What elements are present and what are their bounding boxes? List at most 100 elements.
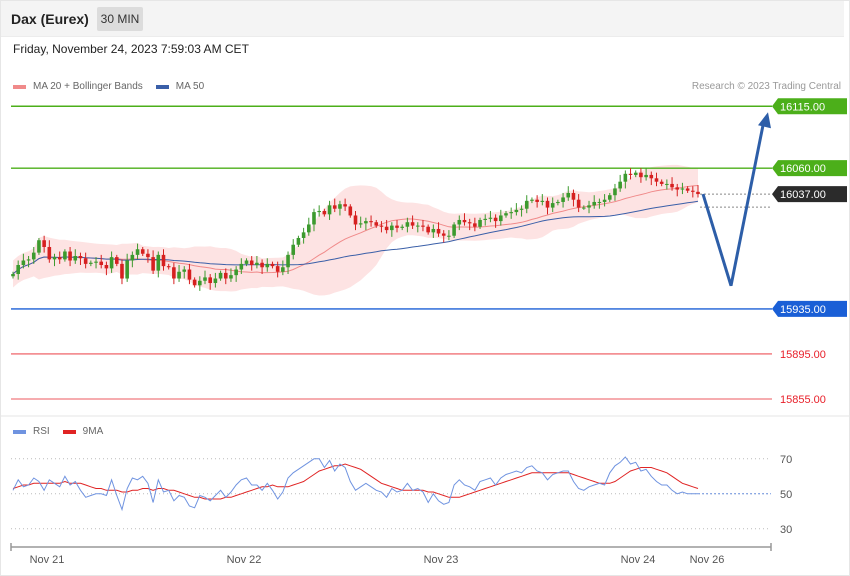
candle-body: [63, 251, 67, 260]
candle-body: [234, 269, 238, 276]
candle-body: [685, 188, 690, 191]
candle-body: [296, 237, 301, 245]
candle-body: [374, 222, 379, 226]
level-tag: 15855.00: [780, 394, 826, 406]
candle-body: [78, 256, 83, 259]
candle-body: [556, 201, 560, 204]
candle-body: [156, 254, 161, 271]
candle-body: [281, 267, 285, 272]
candle-body: [348, 206, 353, 216]
candle-body: [172, 267, 176, 279]
candle-body: [140, 249, 145, 254]
candle-body: [332, 205, 337, 209]
candle-body: [457, 219, 462, 225]
level-tag: 15935.00: [772, 300, 847, 317]
candle-body: [488, 217, 493, 219]
candle-body: [286, 254, 290, 268]
candle-body: [203, 277, 207, 281]
candle-body: [255, 262, 259, 266]
candle-body: [602, 199, 607, 202]
bollinger-band: [13, 164, 698, 296]
x-tick-label: Nov 24: [621, 554, 656, 566]
candle-body: [109, 257, 114, 269]
x-tick-label: Nov 22: [227, 554, 262, 566]
candle-body: [198, 280, 202, 286]
candle-body: [675, 187, 680, 190]
candle-body: [499, 215, 503, 222]
candle-body: [670, 183, 674, 188]
candle-body: [447, 235, 451, 237]
rsi-line: [12, 456, 698, 512]
candle-body: [208, 277, 212, 284]
candle-body: [639, 172, 643, 178]
candle-body: [68, 251, 72, 261]
candle-body: [37, 240, 41, 253]
candle-body: [576, 199, 581, 208]
candle-body: [607, 195, 612, 200]
candle-body: [343, 204, 347, 207]
level-tag-label: 16060.00: [780, 163, 826, 175]
candle-body: [244, 260, 249, 264]
candle-body: [550, 203, 555, 208]
ma50-swatch: [155, 84, 169, 89]
candle-body: [125, 260, 129, 279]
ma9-swatch: [62, 429, 76, 434]
candle-body: [120, 263, 124, 279]
candle-body: [317, 210, 321, 213]
candle-body: [275, 266, 280, 272]
candle-body: [587, 205, 591, 208]
level-tag-bg: [772, 300, 847, 317]
price-legend: MA 20 + Bollinger Bands MA 50: [13, 81, 217, 92]
credit-text: Research © 2023 Trading Central: [691, 81, 841, 92]
level-tag: 16115.00: [772, 98, 847, 115]
candle-body: [436, 228, 441, 234]
candle-body: [31, 252, 36, 260]
candle-body: [223, 272, 228, 279]
candle-body: [130, 254, 135, 261]
candle-body: [571, 192, 576, 200]
candle-body: [229, 275, 233, 279]
candle-body: [483, 218, 488, 220]
candle-body: [431, 228, 436, 233]
x-tick-label: Nov 21: [30, 554, 65, 566]
candle-body: [415, 225, 420, 227]
candle-body: [633, 172, 638, 175]
rsi-tick-label: 50: [780, 489, 792, 501]
level-tag-label: 15895.00: [780, 349, 826, 361]
chart-datetime: Friday, November 24, 2023 7:59:03 AM CET: [13, 42, 249, 56]
candle-body: [57, 257, 62, 260]
candle-body: [493, 217, 498, 222]
rsi-legend: RSI 9MA: [13, 426, 116, 437]
level-tag-label: 15855.00: [780, 394, 826, 406]
candle-body: [338, 204, 342, 209]
candle-body: [104, 265, 109, 269]
candle-body: [73, 256, 78, 261]
candle-body: [561, 197, 565, 202]
rsi-swatch: [13, 429, 26, 434]
candle-body: [89, 262, 93, 264]
candle-body: [239, 263, 244, 270]
candle-body: [644, 174, 648, 178]
candle-body: [582, 207, 586, 209]
candle-body: [312, 212, 316, 225]
candle-body: [182, 269, 187, 272]
candle-body: [301, 232, 306, 238]
candle-body: [410, 222, 415, 226]
candle-body: [114, 257, 119, 264]
legend-item-rsi: RSI: [13, 426, 50, 437]
interval-badge[interactable]: 30 MIN: [97, 7, 143, 31]
candle-body: [509, 212, 513, 214]
ma20-swatch: [13, 84, 26, 89]
candle-body: [400, 226, 405, 228]
candle-body: [364, 221, 368, 224]
legend-label-ma50: MA 50: [175, 81, 205, 92]
candle-body: [146, 253, 150, 258]
candle-body: [218, 272, 223, 279]
level-tag-bg: [772, 160, 847, 177]
candle-body: [613, 188, 617, 196]
candle-body: [654, 178, 659, 182]
candle-body: [353, 215, 358, 225]
candle-body: [665, 183, 669, 185]
candle-body: [291, 244, 296, 255]
